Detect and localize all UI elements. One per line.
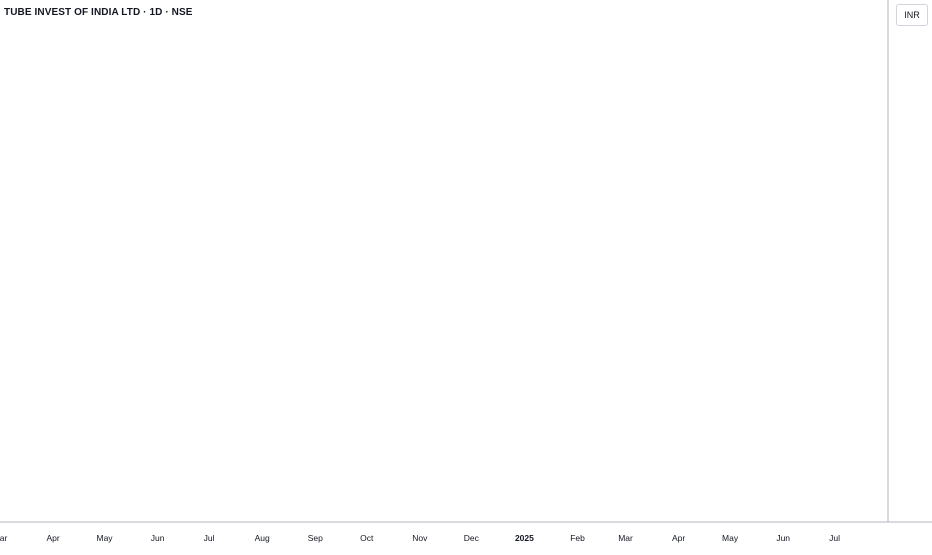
time-tick-label: Sep: [308, 533, 323, 543]
symbol-title: TUBE INVEST OF INDIA LTD · 1D · NSE: [4, 7, 193, 18]
time-tick-label: Aug: [255, 533, 270, 543]
time-tick-label: Jun: [776, 533, 790, 543]
time-tick-label: Nov: [412, 533, 428, 543]
time-tick-label: May: [722, 533, 739, 543]
time-tick-label: Jul: [829, 533, 840, 543]
time-tick-label: Feb: [570, 533, 585, 543]
time-tick-label: Apr: [47, 533, 60, 543]
time-tick-label: Dec: [464, 533, 480, 543]
time-tick-label: 2025: [515, 533, 534, 543]
time-tick-label: Mar: [618, 533, 633, 543]
time-tick-label: Oct: [360, 533, 374, 543]
currency-button[interactable]: INR: [896, 4, 928, 26]
time-tick-label: Jun: [151, 533, 165, 543]
time-tick-label: Mar: [0, 533, 7, 543]
time-tick-label: May: [97, 533, 114, 543]
time-tick-label: Apr: [672, 533, 685, 543]
price-axis-panel: [888, 0, 932, 550]
time-tick-label: Jul: [204, 533, 215, 543]
